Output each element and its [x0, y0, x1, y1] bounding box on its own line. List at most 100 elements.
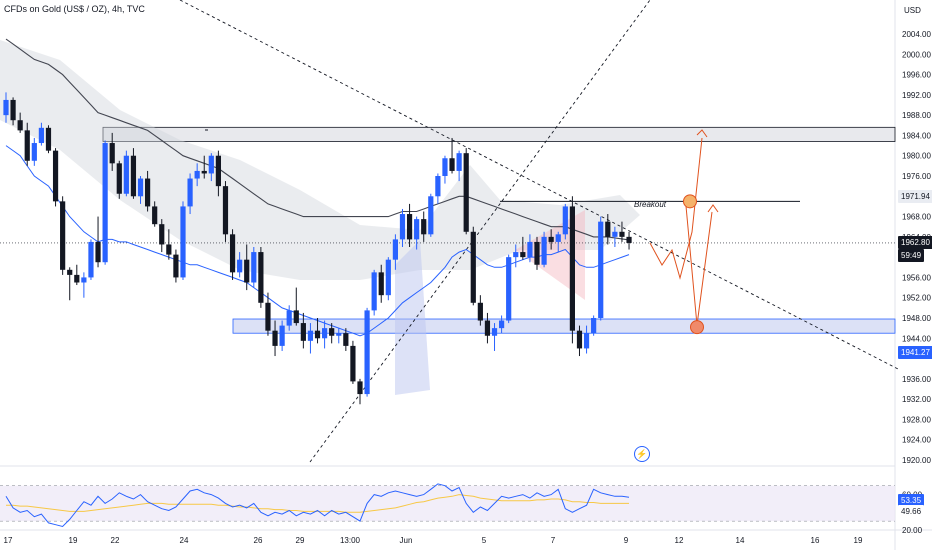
candle-body: [88, 241, 94, 278]
candle-body: [343, 333, 349, 346]
candle-body: [95, 241, 101, 263]
candle-body: [38, 127, 44, 144]
breakout-label: Breakout: [634, 200, 667, 209]
candle-body: [513, 252, 519, 258]
time-tick-label: Jun: [400, 536, 413, 545]
candle-body: [152, 206, 158, 225]
candle-body: [399, 214, 406, 240]
candle-body: [470, 231, 476, 303]
candle-body: [463, 153, 469, 232]
candle-body: [244, 259, 250, 283]
time-tick-label: 22: [111, 536, 120, 545]
time-tick-label: 19: [854, 536, 863, 545]
candle-body: [612, 231, 618, 237]
currency-label: USD: [904, 6, 921, 15]
candle-body: [314, 330, 321, 339]
price-tick-label: 1968.00: [902, 213, 931, 222]
candle-body: [576, 330, 583, 349]
arrow-up-icon: [696, 129, 708, 138]
price-tick-label: 1944.00: [902, 334, 931, 343]
candle-body: [279, 325, 285, 346]
candle-body: [300, 323, 306, 341]
candle-body: [166, 244, 172, 255]
candle-body: [534, 241, 540, 265]
price-tick-label: 1988.00: [902, 111, 931, 120]
candle-body: [520, 252, 526, 258]
candle-body: [137, 178, 144, 197]
candle-body: [81, 277, 87, 283]
candle-body: [24, 130, 30, 161]
candle-body: [31, 143, 37, 161]
price-tick-label: 1948.00: [902, 314, 931, 323]
candle-body: [3, 99, 9, 116]
candle-body: [569, 206, 575, 331]
rsi-ma-tag: 49.66: [898, 505, 925, 519]
time-tick-label: 5: [482, 536, 487, 545]
breakout-target-circle: [683, 194, 697, 209]
ema-slow-line: [5, 38, 630, 241]
time-tick-label: 14: [736, 536, 745, 545]
resistance-zone: [102, 126, 896, 142]
candle-body: [116, 163, 122, 194]
candle-body: [208, 155, 214, 174]
price-tick-label: 1932.00: [902, 395, 931, 404]
time-tick-label: 12: [675, 536, 684, 545]
candle-body: [357, 381, 363, 395]
time-tick-label: 26: [254, 536, 263, 545]
candle-body: [605, 221, 611, 237]
candle-body: [456, 153, 462, 171]
price-tick-label: 1996.00: [902, 71, 931, 80]
candle-body: [293, 310, 299, 324]
price-tick-label: 1992.00: [902, 91, 931, 100]
candle-body: [449, 158, 455, 171]
ichimoku-cloud: [0, 40, 640, 280]
projection-path-2: [685, 205, 713, 326]
candle-body: [562, 206, 568, 235]
candle-body: [286, 310, 292, 326]
lightning-icon[interactable]: ⚡: [634, 446, 650, 462]
time-tick-label: 16: [811, 536, 820, 545]
candle-body: [10, 99, 16, 121]
candle-body: [109, 143, 115, 164]
candle-body: [258, 252, 264, 303]
candle-body: [17, 120, 23, 131]
candle-body: [201, 170, 207, 174]
candle-body: [371, 272, 377, 311]
candle-body: [307, 330, 314, 341]
candle-body: [159, 224, 165, 245]
candle-body: [442, 158, 448, 176]
price-tick-label: 2004.00: [902, 30, 931, 39]
time-tick-label: 24: [180, 536, 189, 545]
candle-body: [180, 206, 186, 278]
candle-body: [548, 236, 554, 242]
candle-body: [145, 178, 151, 207]
candle-body: [506, 257, 512, 321]
candle-body: [329, 328, 335, 336]
candle-body: [364, 310, 370, 395]
time-tick-label: 7: [551, 536, 556, 545]
candle-body: [350, 345, 356, 382]
time-tick-label: 29: [296, 536, 305, 545]
countdown-tag: 59:49: [898, 249, 925, 263]
rsi-band: [0, 485, 895, 522]
arrow-up-icon: [707, 204, 719, 213]
time-tick-label: 19: [69, 536, 78, 545]
candle-body: [583, 333, 590, 349]
price-tick-label: 2000.00: [902, 50, 931, 59]
descending-trendline: [179, 0, 901, 371]
price-tick-label: 1956.00: [902, 273, 931, 282]
support-price-tag: 1941.27: [898, 345, 932, 359]
candle-body: [52, 150, 59, 202]
candle-body: [626, 236, 632, 243]
candle-body: [499, 320, 505, 329]
price-tick-label: 1936.00: [902, 375, 931, 384]
candle-body: [385, 259, 391, 296]
candle-body: [272, 330, 278, 346]
candle-body: [60, 201, 66, 270]
projection-path-1: [649, 137, 703, 280]
candle-body: [336, 333, 342, 336]
time-tick-label: 17: [4, 536, 13, 545]
candle-body: [421, 219, 427, 235]
candle-body: [392, 239, 398, 260]
